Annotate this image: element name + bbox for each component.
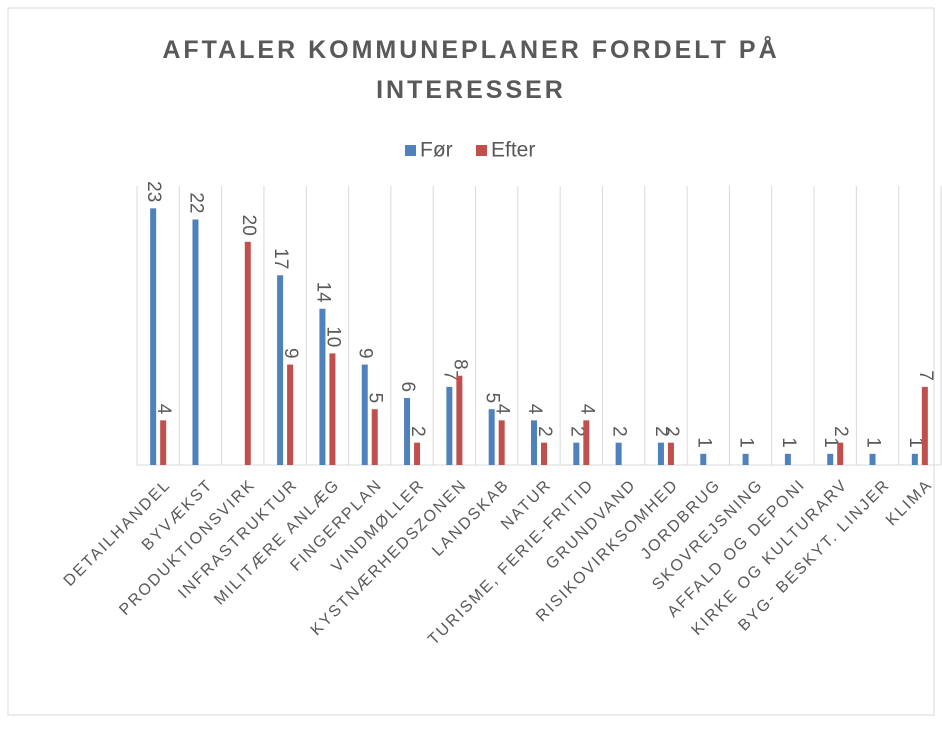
- bar: [192, 219, 199, 465]
- data-label: 4: [576, 404, 597, 415]
- bar: [277, 275, 284, 465]
- data-label: 23: [143, 181, 164, 202]
- bar: [319, 308, 326, 465]
- legend-swatch: [476, 145, 487, 156]
- bar: [583, 420, 590, 465]
- bar: [150, 208, 157, 465]
- data-label: 1: [778, 437, 799, 448]
- bar: [742, 453, 749, 465]
- data-label: 10: [322, 326, 343, 347]
- bar: [404, 398, 411, 465]
- data-label: 2: [661, 426, 682, 437]
- bar: [827, 453, 834, 465]
- data-label: 8: [449, 359, 470, 370]
- data-label: 1: [905, 437, 926, 448]
- bar: [488, 409, 495, 465]
- data-label: 5: [482, 393, 503, 404]
- legend-label: Efter: [491, 139, 535, 162]
- data-label: 7: [439, 370, 460, 381]
- bar: [837, 442, 844, 465]
- bar: [446, 386, 453, 465]
- data-label: 2: [407, 426, 428, 437]
- bar: [573, 442, 580, 465]
- bar: [329, 353, 336, 465]
- chart-title: AFTALER KOMMUNEPLANER FORDELT PÅ INTERES…: [162, 36, 780, 104]
- bar: [541, 442, 547, 465]
- bar: [869, 453, 876, 465]
- data-label: 20: [238, 215, 259, 236]
- bar: [371, 409, 378, 465]
- data-label: 1: [736, 437, 757, 448]
- bar: [911, 453, 918, 465]
- bar: [498, 420, 505, 465]
- data-label: 6: [397, 381, 418, 392]
- data-label: 9: [280, 348, 301, 359]
- bar: [921, 386, 928, 465]
- data-label: 1: [863, 437, 884, 448]
- bar: [456, 375, 463, 465]
- data-label: 4: [524, 404, 545, 415]
- bar: [361, 364, 368, 465]
- data-label: 2: [609, 426, 630, 437]
- bar: [667, 442, 674, 465]
- bar: [700, 453, 707, 465]
- data-label: 4: [492, 404, 513, 415]
- data-label: 1: [693, 437, 714, 448]
- data-label: 14: [312, 282, 333, 304]
- data-label: 17: [270, 248, 291, 269]
- data-label: 2: [830, 426, 851, 437]
- data-label: 5: [365, 393, 386, 404]
- bar: [657, 442, 664, 465]
- bar: [414, 442, 421, 465]
- data-label: 22: [185, 192, 206, 213]
- bar: [615, 442, 622, 465]
- data-label: 2: [566, 426, 587, 437]
- bar: [244, 241, 251, 465]
- chart-border: [7, 7, 935, 716]
- bar: [784, 453, 791, 465]
- data-label: 9: [355, 348, 376, 359]
- data-label: 7: [915, 370, 936, 381]
- data-label: 2: [651, 426, 672, 437]
- legend-swatch: [405, 145, 416, 156]
- bar: [160, 420, 167, 465]
- data-label: 1: [820, 437, 841, 448]
- data-label: 2: [534, 426, 555, 437]
- data-label: 4: [153, 404, 174, 415]
- bar: [287, 364, 294, 465]
- bar: [531, 420, 537, 465]
- legend-label: Før: [420, 139, 453, 162]
